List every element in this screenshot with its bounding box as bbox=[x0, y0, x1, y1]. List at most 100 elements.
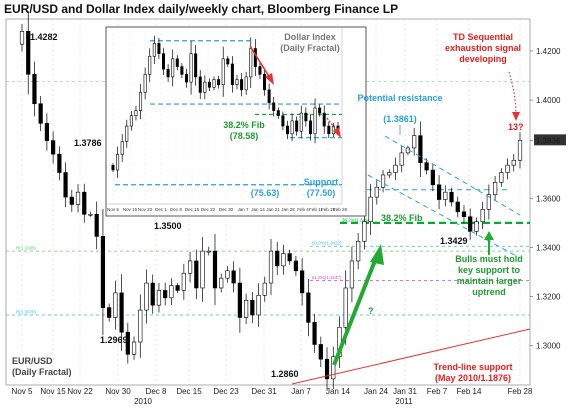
dx-candle bbox=[313, 98, 317, 144]
annotations: 1.4282 1.3786 1.3500 1.2969 1.2860 1.342… bbox=[12, 32, 524, 383]
eurusd-candle bbox=[436, 175, 442, 210]
eurusd-name-1: EUR/USD bbox=[12, 356, 53, 366]
y-tick-label: 1.3600 bbox=[536, 194, 561, 203]
level-label-cyan-lvl: 50.0%(1.3422) bbox=[312, 241, 342, 246]
x-tick-label: Feb 7 bbox=[427, 387, 448, 396]
inset-x-tick: Nov 22 bbox=[138, 207, 153, 212]
eurusd-candle bbox=[268, 239, 274, 296]
x-tick-label: Feb 14 bbox=[457, 387, 482, 396]
eurusd-candle bbox=[474, 217, 479, 236]
dx-body bbox=[111, 165, 115, 171]
dx-candle bbox=[295, 116, 299, 136]
dx-candle bbox=[299, 105, 303, 139]
dx-candle bbox=[258, 61, 262, 80]
trend-line bbox=[291, 328, 531, 385]
dx-red-arrow-2-head bbox=[333, 127, 341, 138]
eurusd-body bbox=[125, 331, 130, 355]
dx-candle bbox=[322, 105, 326, 134]
eurusd-body bbox=[200, 250, 205, 289]
eurusd-candle bbox=[256, 283, 261, 327]
eurusd-candle bbox=[412, 127, 417, 156]
eurusd-body bbox=[511, 159, 516, 166]
eurusd-candle bbox=[449, 187, 454, 207]
dx-candle bbox=[120, 134, 124, 162]
dx-body bbox=[217, 79, 221, 85]
eurusd-candle bbox=[63, 162, 68, 208]
swing-label-3: 1.3500 bbox=[154, 221, 182, 231]
inset-x-tick: Jan 7 bbox=[237, 207, 249, 212]
dx-body bbox=[134, 110, 138, 117]
eurusd-body bbox=[318, 344, 323, 360]
dx-candle bbox=[221, 46, 225, 97]
eurusd-candle bbox=[187, 251, 193, 283]
eurusd-body bbox=[19, 30, 25, 45]
eurusd-body bbox=[331, 356, 336, 380]
eurusd-candle bbox=[393, 157, 398, 181]
dx-body bbox=[331, 125, 335, 135]
eurusd-candle bbox=[194, 249, 199, 300]
dx-body bbox=[281, 115, 285, 127]
eurusd-body bbox=[436, 184, 442, 200]
eurusd-candle bbox=[212, 233, 218, 306]
eurusd-body bbox=[449, 191, 454, 203]
dx-red-arrow-1-head bbox=[265, 73, 274, 85]
eurusd-candle bbox=[32, 61, 37, 117]
eurusd-body bbox=[356, 241, 361, 262]
dx-candle bbox=[111, 163, 115, 173]
dx-body bbox=[276, 110, 280, 117]
eurusd-body bbox=[474, 221, 479, 232]
eurusd-candle bbox=[312, 313, 317, 353]
dx-body bbox=[175, 58, 179, 67]
dx-body bbox=[308, 120, 312, 135]
eurusd-candle bbox=[219, 273, 224, 293]
x-tick-label: Nov 5 bbox=[12, 387, 33, 396]
eurusd-candle bbox=[331, 346, 336, 390]
inset-x-tick: Dec 1 bbox=[155, 207, 167, 212]
dx-candle bbox=[281, 111, 285, 131]
eurusd-candle bbox=[461, 205, 467, 224]
dx-body bbox=[129, 115, 133, 127]
inset-x-tick: Dec 8 bbox=[170, 207, 182, 212]
y-tick-label: 1.3400 bbox=[536, 243, 561, 252]
eurusd-body bbox=[44, 123, 49, 141]
eurusd-candle bbox=[163, 282, 168, 306]
x-tick-label: Dec 31 bbox=[251, 387, 277, 396]
eurusd-body bbox=[486, 194, 491, 210]
eurusd-body bbox=[187, 260, 193, 274]
eurusd-candle bbox=[287, 249, 292, 265]
dx-candle bbox=[203, 75, 207, 100]
fib-382-label: 38.2% Fib bbox=[381, 213, 423, 223]
dx-low-label: (75.63) bbox=[251, 188, 280, 198]
dx-candle bbox=[276, 107, 280, 119]
dx-body bbox=[120, 141, 124, 155]
dx-candle bbox=[327, 121, 331, 139]
eurusd-name-2: (Daily Fractal) bbox=[12, 367, 72, 377]
eurusd-body bbox=[194, 260, 199, 289]
eurusd-candle bbox=[468, 208, 473, 240]
eurusd-body bbox=[119, 292, 124, 333]
green-arrow-head bbox=[370, 244, 384, 265]
eurusd-candle bbox=[113, 280, 118, 330]
dx-red-arrow-1 bbox=[249, 45, 271, 79]
eurusd-candle bbox=[480, 201, 485, 230]
eurusd-candle bbox=[443, 185, 448, 207]
eurusd-body bbox=[231, 270, 236, 284]
eurusd-body bbox=[281, 253, 286, 267]
potential-resistance-value: (1.3861) bbox=[383, 114, 417, 124]
eurusd-body bbox=[57, 153, 62, 173]
main-annotations bbox=[291, 71, 531, 385]
eurusd-y-axis: 1.4200 1.4000 1.3836 1.3600 1.3400 1.3200 1.30… bbox=[530, 47, 566, 351]
dx-body bbox=[189, 53, 193, 83]
eurusd-body bbox=[206, 250, 211, 253]
eurusd-candle bbox=[94, 201, 99, 250]
dx-candle bbox=[175, 55, 179, 71]
dx-candle bbox=[272, 96, 276, 117]
swing-label-2: 1.3786 bbox=[74, 138, 102, 148]
eurusd-candle bbox=[244, 293, 249, 325]
level-label-support: 38.2%(1.3494) bbox=[342, 217, 372, 222]
eurusd-candle bbox=[262, 276, 267, 302]
eurusd-body bbox=[100, 236, 106, 308]
eurusd-body bbox=[387, 172, 392, 176]
swing-label-1: 1.4282 bbox=[30, 32, 58, 42]
